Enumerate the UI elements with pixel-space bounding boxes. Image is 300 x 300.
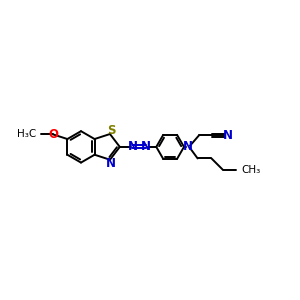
- Text: CH₃: CH₃: [241, 164, 260, 175]
- Text: N: N: [183, 140, 193, 153]
- Text: S: S: [107, 124, 116, 137]
- Text: N: N: [223, 129, 233, 142]
- Text: H₃C: H₃C: [17, 129, 36, 140]
- Text: O: O: [48, 128, 58, 141]
- Text: N: N: [106, 157, 116, 170]
- Text: N: N: [128, 140, 137, 153]
- Text: N: N: [141, 140, 151, 153]
